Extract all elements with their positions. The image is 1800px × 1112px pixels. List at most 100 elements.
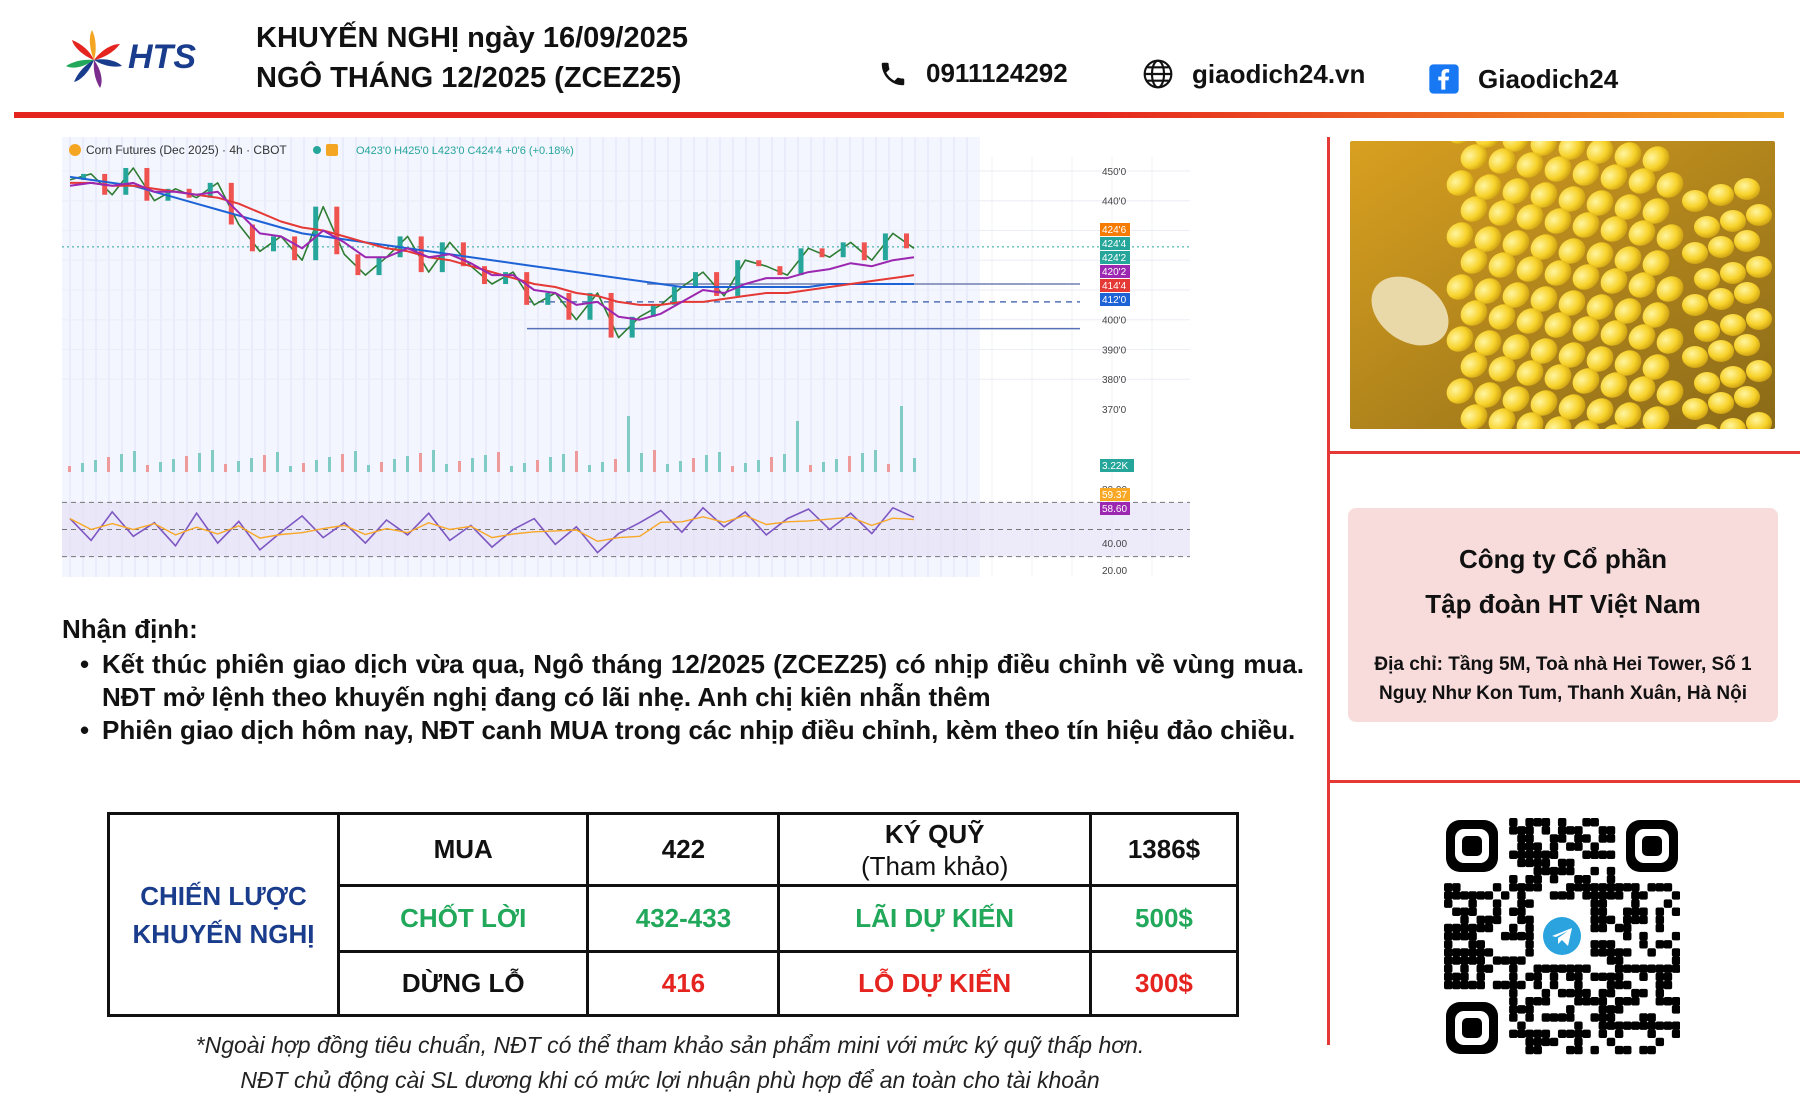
candle xyxy=(861,242,867,261)
volume-bar xyxy=(172,459,175,472)
stop-loss-label: DỪNG LỖ xyxy=(336,950,590,1017)
volume-bar xyxy=(822,462,825,472)
candle xyxy=(714,272,720,296)
rsi-tag-label: 58.60 xyxy=(1102,504,1127,515)
volume-bar xyxy=(94,460,97,472)
sidebar-divider xyxy=(1327,137,1330,1045)
qr-finder-top-left xyxy=(1446,820,1498,872)
volume-bar xyxy=(419,453,422,472)
expected-profit-value: 500$ xyxy=(1088,884,1240,953)
volume-bar xyxy=(120,454,123,472)
volume-bar xyxy=(718,452,721,472)
volume-bar xyxy=(757,460,760,472)
price-tag xyxy=(1100,293,1130,306)
volume-bar xyxy=(185,456,188,472)
volume-bar xyxy=(627,416,630,472)
buy-price: 422 xyxy=(586,812,781,887)
candle xyxy=(566,292,572,320)
y-tick-label: 390'0 xyxy=(1102,345,1127,356)
analysis-bullet: Kết thúc phiên giao dịch vừa qua, Ngô th… xyxy=(80,648,1304,714)
phone-contact[interactable]: 0911124292 xyxy=(878,58,1068,89)
facebook-contact[interactable]: Giaodich24 xyxy=(1428,63,1618,95)
candle xyxy=(545,292,551,305)
candle xyxy=(524,272,530,305)
price-tag-label: 424'6 xyxy=(1102,225,1127,236)
price-tag xyxy=(1100,223,1130,236)
volume-bar xyxy=(198,453,201,472)
company-address: Địa chỉ: Tầng 5M, Toà nhà Hei Tower, Số … xyxy=(1374,654,1752,704)
volume-bar xyxy=(302,463,305,472)
candle xyxy=(460,242,466,267)
price-tag-label: 412'0 xyxy=(1102,295,1127,306)
strategy-label-line2: KHUYẾN NGHỊ xyxy=(132,918,315,949)
strategy-table: CHIẾN LƯỢC KHUYẾN NGHỊ MUA 422 KÝ QUỸ (T… xyxy=(107,812,1240,1017)
company-info-card: Công ty Cổ phần Tập đoàn HT Việt Nam Địa… xyxy=(1348,508,1778,722)
expected-loss-value: 300$ xyxy=(1088,950,1240,1017)
rsi-signal-line xyxy=(69,514,915,543)
candle xyxy=(144,167,150,201)
candle xyxy=(798,248,804,276)
candle xyxy=(693,272,698,287)
candle xyxy=(840,242,846,258)
volume-bar xyxy=(471,458,474,472)
candle xyxy=(228,182,234,225)
rsi-tick-label: 20.00 xyxy=(1102,566,1127,577)
margin-label-line1: KÝ QUỸ xyxy=(884,818,985,849)
take-profit-label: CHỐT LỜI xyxy=(336,884,590,953)
website-link: giaodich24.vn xyxy=(1192,58,1366,89)
candle xyxy=(629,316,635,338)
y-tick-label: 450'0 xyxy=(1102,167,1127,178)
sidebar-separator-1 xyxy=(1327,451,1800,454)
volume-bar xyxy=(68,466,71,472)
volume-bar xyxy=(835,459,838,472)
analysis-heading: Nhận định: xyxy=(62,614,198,644)
volume-bar xyxy=(328,457,331,472)
take-profit-price: 432-433 xyxy=(586,884,781,953)
volume-bar xyxy=(744,463,747,472)
margin-value: 1386$ xyxy=(1088,812,1240,887)
expected-loss-label: LỖ DỰ KIẾN xyxy=(777,950,1092,1017)
volume-bar xyxy=(406,456,409,472)
volume-bar xyxy=(679,461,682,472)
hts-logo xyxy=(66,30,122,88)
chart-title: Corn Futures (Dec 2025) · 4h · CBOT xyxy=(86,143,287,157)
volume-bar xyxy=(276,452,279,472)
candle xyxy=(376,257,382,276)
rsi-tag-label: 59.37 xyxy=(1102,490,1127,501)
website-contact[interactable]: giaodich24.vn xyxy=(1142,58,1365,90)
candle xyxy=(503,272,509,285)
expected-profit-label: LÃI DỰ KIẾN xyxy=(777,884,1092,953)
candle xyxy=(904,233,909,249)
delay-icon xyxy=(326,144,338,156)
volume-bar xyxy=(315,460,318,472)
stop-loss-price: 416 xyxy=(586,950,781,1017)
volume-bar xyxy=(380,462,383,472)
volume-bar xyxy=(523,463,526,472)
candle xyxy=(355,254,361,276)
volume-tag xyxy=(1100,459,1134,472)
volume-bar xyxy=(692,458,695,472)
phone-number: 0911124292 xyxy=(926,58,1068,88)
series-ma-blue xyxy=(69,175,914,288)
candle xyxy=(482,266,487,285)
price-tag xyxy=(1100,237,1130,250)
volume-bar xyxy=(510,466,513,472)
qr-finder-top-right xyxy=(1626,820,1678,872)
volume-bar xyxy=(81,463,84,472)
volume-bar xyxy=(809,465,812,472)
volume-bar xyxy=(341,454,344,472)
rsi-tag xyxy=(1100,502,1130,515)
volume-bar xyxy=(159,462,162,472)
candle xyxy=(439,242,445,273)
volume-bar xyxy=(224,464,227,472)
y-tick-label: 400'0 xyxy=(1102,316,1127,327)
y-tick-label: 380'0 xyxy=(1102,375,1127,386)
rsi-line xyxy=(69,506,915,554)
candle xyxy=(249,224,255,252)
volume-bar xyxy=(497,452,500,472)
telegram-qr-code[interactable] xyxy=(1444,818,1680,1056)
volume-bar xyxy=(211,450,214,472)
price-chart: Corn Futures (Dec 2025) · 4h · CBOT O423… xyxy=(62,137,1190,577)
volume-bar xyxy=(263,455,266,472)
volume-bar xyxy=(614,459,617,472)
